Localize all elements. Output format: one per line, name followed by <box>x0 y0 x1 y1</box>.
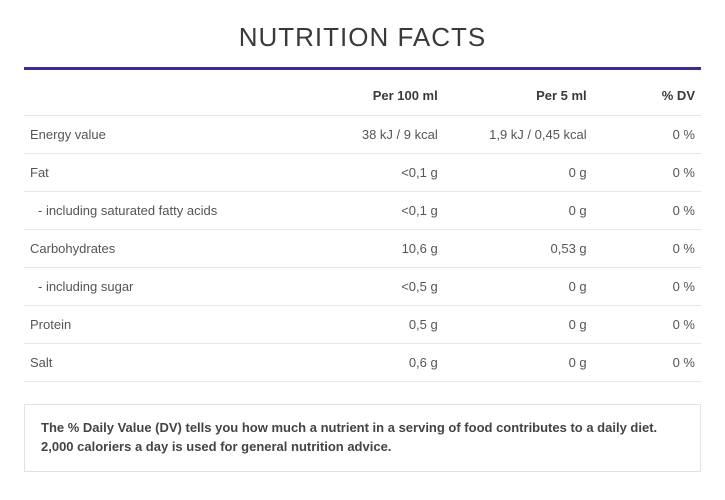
row-label: Energy value <box>24 116 295 154</box>
table-header-row: Per 100 ml Per 5 ml % DV <box>24 76 701 116</box>
row-value-b: 0,53 g <box>444 230 593 268</box>
row-label: Protein <box>24 306 295 344</box>
row-value-a: <0,5 g <box>295 268 444 306</box>
nutrition-table: Per 100 ml Per 5 ml % DV Energy value38 … <box>24 76 701 382</box>
page-title: NUTRITION FACTS <box>24 12 701 67</box>
row-value-b: 0 g <box>444 192 593 230</box>
table-row: - including saturated fatty acids<0,1 g0… <box>24 192 701 230</box>
row-value-c: 0 % <box>593 344 701 382</box>
row-value-a: 0,6 g <box>295 344 444 382</box>
table-row: Protein0,5 g0 g0 % <box>24 306 701 344</box>
title-rule <box>24 67 701 70</box>
row-label: Salt <box>24 344 295 382</box>
row-value-b: 0 g <box>444 268 593 306</box>
table-row: Fat<0,1 g0 g0 % <box>24 154 701 192</box>
row-value-c: 0 % <box>593 154 701 192</box>
row-value-a: 0,5 g <box>295 306 444 344</box>
row-label: - including saturated fatty acids <box>24 192 295 230</box>
col-header-per5: Per 5 ml <box>444 76 593 116</box>
row-value-c: 0 % <box>593 116 701 154</box>
row-label: Fat <box>24 154 295 192</box>
col-header-blank <box>24 76 295 116</box>
table-row: Salt0,6 g0 g0 % <box>24 344 701 382</box>
table-row: Energy value38 kJ / 9 kcal1,9 kJ / 0,45 … <box>24 116 701 154</box>
row-value-b: 0 g <box>444 344 593 382</box>
row-value-b: 1,9 kJ / 0,45 kcal <box>444 116 593 154</box>
row-value-a: 38 kJ / 9 kcal <box>295 116 444 154</box>
row-value-c: 0 % <box>593 230 701 268</box>
row-value-a: <0,1 g <box>295 154 444 192</box>
table-row: - including sugar<0,5 g0 g0 % <box>24 268 701 306</box>
col-header-per100: Per 100 ml <box>295 76 444 116</box>
row-value-b: 0 g <box>444 154 593 192</box>
row-value-c: 0 % <box>593 192 701 230</box>
row-label: Carbohydrates <box>24 230 295 268</box>
row-value-c: 0 % <box>593 306 701 344</box>
col-header-dv: % DV <box>593 76 701 116</box>
row-value-a: 10,6 g <box>295 230 444 268</box>
footnote: The % Daily Value (DV) tells you how muc… <box>24 404 701 472</box>
row-value-a: <0,1 g <box>295 192 444 230</box>
row-value-c: 0 % <box>593 268 701 306</box>
table-row: Carbohydrates10,6 g0,53 g0 % <box>24 230 701 268</box>
row-value-b: 0 g <box>444 306 593 344</box>
row-label: - including sugar <box>24 268 295 306</box>
